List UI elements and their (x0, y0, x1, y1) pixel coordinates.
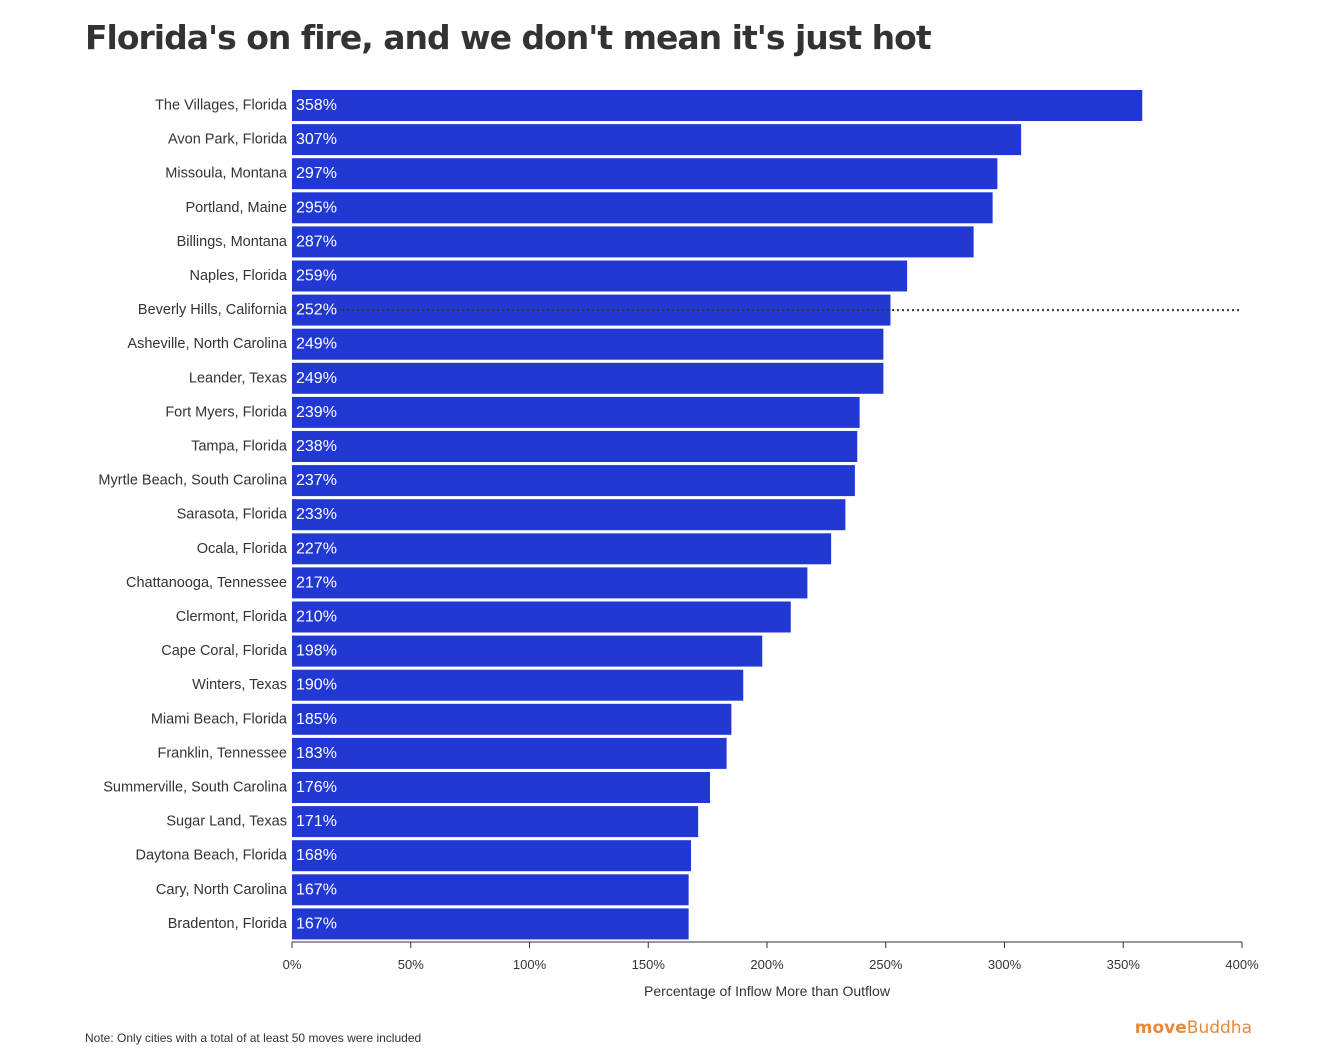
data-label: 295% (296, 199, 337, 216)
bar (292, 158, 998, 190)
x-tick-label: 100% (513, 957, 547, 972)
category-label: Bradenton, Florida (168, 916, 288, 932)
bar (292, 124, 1022, 156)
bar (292, 601, 791, 633)
brand-logo: moveBuddha (1135, 1018, 1252, 1038)
bar (292, 772, 710, 803)
category-label: Miami Beach, Florida (151, 711, 288, 727)
category-label: Franklin, Tennessee (157, 745, 287, 761)
data-label: 252% (296, 302, 337, 319)
data-label: 168% (296, 847, 337, 864)
bar (292, 431, 858, 462)
category-label: Beverly Hills, California (138, 302, 288, 318)
data-label: 239% (296, 404, 337, 421)
category-label: The Villages, Florida (155, 98, 288, 114)
x-tick-label: 350% (1107, 957, 1141, 972)
bar (292, 260, 908, 292)
data-label: 176% (296, 779, 337, 796)
category-label: Summerville, South Carolina (103, 780, 288, 796)
brand-logo-part2: Buddha (1186, 1018, 1252, 1038)
data-label: 307% (296, 131, 337, 148)
category-label: Winters, Texas (192, 677, 287, 693)
data-label: 167% (296, 915, 337, 932)
bar (292, 908, 689, 940)
data-label: 259% (296, 268, 337, 285)
bar (292, 874, 689, 906)
bar (292, 567, 808, 599)
x-tick-label: 300% (988, 957, 1022, 972)
brand-logo-part1: move (1134, 1018, 1187, 1038)
bar (292, 465, 855, 497)
bar (292, 226, 974, 258)
category-label: Clermont, Florida (176, 609, 288, 625)
category-label: Cape Coral, Florida (161, 643, 288, 659)
bar (292, 806, 699, 838)
bar (292, 396, 860, 428)
category-label: Fort Myers, Florida (165, 404, 288, 420)
data-label: 249% (296, 336, 337, 353)
category-label: Portland, Maine (185, 200, 287, 216)
category-label: Chattanooga, Tennessee (126, 575, 287, 591)
data-label: 249% (296, 370, 337, 387)
data-label: 185% (296, 711, 337, 728)
data-label: 233% (296, 506, 337, 523)
data-label: 297% (296, 165, 337, 182)
bar (292, 294, 891, 326)
bar (292, 669, 744, 701)
chart-note: Note: Only cities with a total of at lea… (85, 1031, 422, 1045)
x-axis-title: Percentage of Inflow More than Outflow (644, 983, 891, 999)
x-tick-label: 250% (869, 957, 903, 972)
category-label: Myrtle Beach, South Carolina (98, 473, 288, 489)
x-axis: 0% 50% 100% 150% 200% 250% 300% 350% 400% Percent… (283, 941, 1259, 999)
bar (292, 90, 1143, 121)
category-label: Billings, Montana (177, 234, 288, 250)
bar (292, 192, 993, 224)
category-label: Sugar Land, Texas (166, 814, 287, 830)
data-label: 167% (296, 881, 337, 898)
category-label: Avon Park, Florida (168, 132, 288, 148)
data-label: 237% (296, 472, 337, 489)
x-tick-label: 400% (1225, 957, 1259, 972)
bar (292, 362, 884, 394)
category-label: Missoula, Montana (165, 166, 288, 182)
data-label: 238% (296, 438, 337, 455)
category-label: Ocala, Florida (197, 541, 288, 557)
data-label: 198% (296, 643, 337, 660)
bars-group (292, 90, 1143, 940)
bar (292, 703, 732, 735)
data-label: 287% (296, 233, 337, 250)
data-label: 210% (296, 609, 337, 626)
category-label: Asheville, North Carolina (127, 336, 288, 352)
data-label: 190% (296, 677, 337, 694)
x-tick-label: 0% (283, 957, 302, 972)
bar (292, 499, 846, 531)
data-label: 358% (296, 97, 337, 114)
labels-group: The Villages, Florida 358% Avon Park, Flor… (98, 97, 337, 932)
x-tick-label: 200% (750, 957, 784, 972)
bar (292, 635, 763, 667)
category-label: Daytona Beach, Florida (135, 848, 287, 864)
bar (292, 533, 832, 565)
data-label: 217% (296, 574, 337, 591)
x-tick-label: 150% (632, 957, 666, 972)
data-label: 171% (296, 813, 337, 830)
bar (292, 840, 691, 872)
bar (292, 328, 884, 360)
category-label: Tampa, Florida (191, 439, 288, 455)
category-label: Naples, Florida (189, 268, 287, 284)
bar (292, 737, 727, 769)
category-label: Leander, Texas (189, 370, 287, 386)
data-label: 183% (296, 745, 337, 762)
chart-title: Florida's on fire, and we don't mean it'… (85, 18, 932, 57)
category-label: Sarasota, Florida (177, 507, 288, 523)
category-label: Cary, North Carolina (156, 882, 288, 898)
x-tick-label: 50% (398, 957, 424, 972)
data-label: 227% (296, 540, 337, 557)
